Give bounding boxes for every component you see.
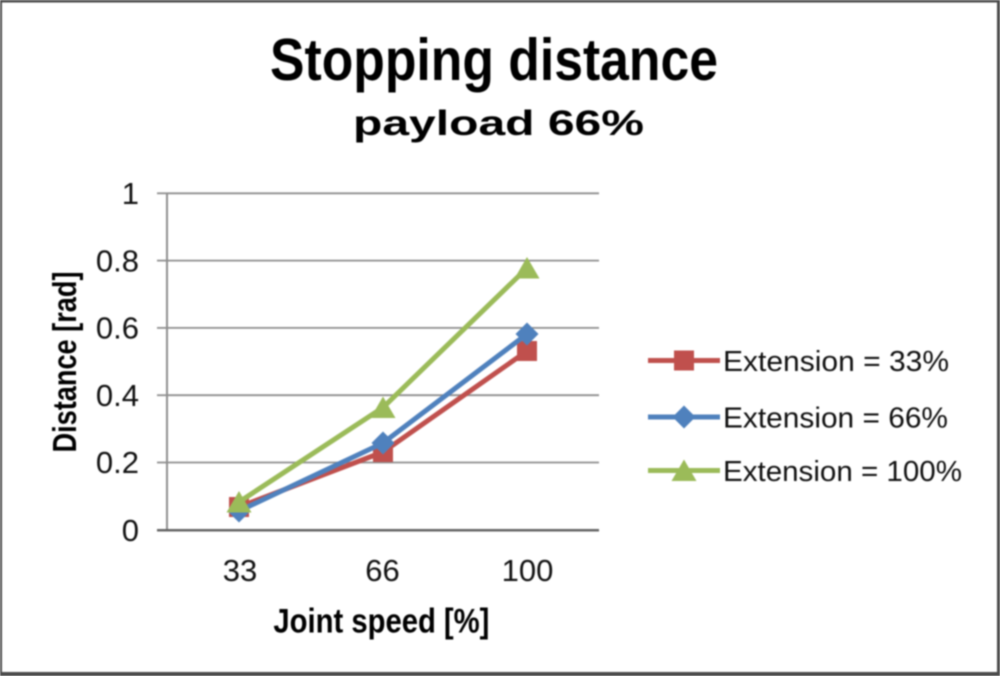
svg-text:Extension = 66%: Extension = 66% <box>723 402 948 434</box>
svg-text:Extension = 33%: Extension = 33% <box>723 346 949 378</box>
svg-text:0.8: 0.8 <box>96 243 139 278</box>
svg-text:0.4: 0.4 <box>96 378 139 413</box>
svg-text:0.2: 0.2 <box>96 445 139 480</box>
svg-text:Extension = 100%: Extension = 100% <box>723 456 962 488</box>
svg-text:0.6: 0.6 <box>96 311 139 346</box>
svg-text:Stopping distance: Stopping distance <box>270 27 718 93</box>
svg-text:33: 33 <box>223 553 257 588</box>
svg-text:Joint speed [%]: Joint speed [%] <box>273 603 489 641</box>
svg-text:1: 1 <box>122 176 139 211</box>
svg-text:66: 66 <box>365 553 399 588</box>
svg-text:100: 100 <box>502 553 554 588</box>
svg-text:0: 0 <box>122 513 139 548</box>
svg-text:Distance [rad]: Distance [rad] <box>46 272 83 453</box>
svg-text:payload 66%: payload 66% <box>353 104 644 143</box>
